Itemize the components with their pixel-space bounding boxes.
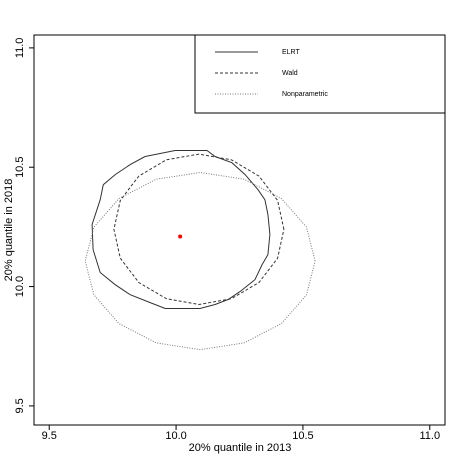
region-line	[91, 150, 271, 309]
legend-label: ELRT	[282, 49, 300, 56]
x-tick-label: 11.0	[419, 430, 440, 442]
x-tick-label: 9.5	[42, 430, 57, 442]
legend-label: Nonparametric	[282, 91, 328, 98]
y-tick-label: 10.0	[14, 276, 26, 297]
x-tick-label: 10.0	[165, 430, 186, 442]
x-tick-label: 10.5	[292, 430, 313, 442]
legend-label: Wald	[282, 70, 298, 77]
y-tick-label: 9.5	[14, 398, 26, 413]
x-axis-label: 20% quantile in 2013	[189, 442, 292, 454]
region-line	[84, 171, 316, 351]
y-axis-label: 20% quantile in 2018	[3, 179, 15, 282]
center-point	[178, 234, 183, 239]
legend-box	[194, 34, 446, 114]
y-tick-label: 10.5	[14, 157, 26, 178]
y-tick-label: 11.0	[14, 38, 26, 59]
region-line	[113, 153, 285, 306]
